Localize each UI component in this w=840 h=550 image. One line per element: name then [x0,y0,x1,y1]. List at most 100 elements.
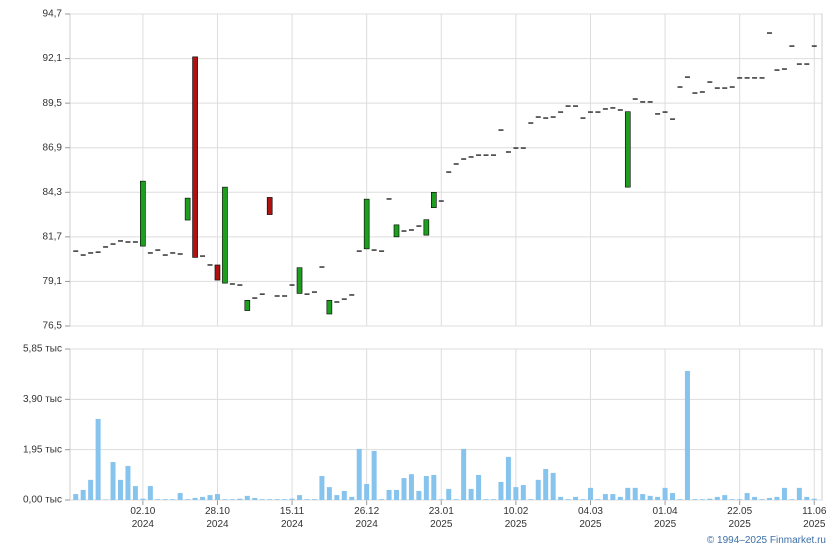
volume-bar [155,499,161,500]
volume-bar [200,496,206,500]
volume-bar [438,499,444,500]
volume-bar [319,475,325,500]
volume-bar [401,478,407,500]
volume-bar [311,499,317,500]
candle [266,197,273,215]
x-tick-label: 28.10 2024 [204,506,230,530]
y-tick-label: 0,00 тыс [23,495,62,506]
x-tick-label: 22.05 2025 [727,506,753,530]
volume-bar [297,495,303,500]
volume-bar [602,494,608,500]
volume-bar [364,483,370,500]
y-tick-label: 5,85 тыс [23,344,62,355]
volume-bar [662,487,668,500]
credit: © 1994–2025 Finmarket.ru [706,535,826,546]
volume-bar [431,474,437,500]
volume-bar [670,493,676,500]
y-tick-label: 3,90 тыс [23,394,62,405]
volume-bar [147,486,153,500]
volume-bar [520,485,526,500]
volume-bar [752,496,758,500]
volume-bar [170,499,176,500]
candle [363,198,370,250]
y-tick-label: 81,7 [43,231,63,242]
volume-bar [640,494,646,500]
candle [431,191,437,209]
volume-bar [386,489,392,500]
x-tick-label: 01.04 2025 [652,506,678,530]
volume-bar [408,474,414,500]
volume-bar [103,499,109,500]
volume-bar [162,499,168,500]
volume-bar [371,450,377,500]
volume-bar [528,499,534,500]
volume-bar [476,474,482,500]
volume-bar [774,496,780,500]
volume-bar [759,499,765,500]
volume-bar [684,370,690,500]
candle [140,180,146,247]
candle [296,267,303,294]
volume-bar [461,448,467,500]
price-frame [69,13,823,327]
x-tick-label: 10.02 2025 [503,506,529,530]
volume-bar [692,499,698,500]
candle [624,111,631,188]
volume-bar [617,496,623,500]
volume-bar [416,490,422,500]
volume-bar [341,490,347,500]
volume-bar [767,497,773,500]
volume-bar [73,494,79,500]
volume-bar [244,495,250,500]
volume-bar [587,487,593,500]
volume-bar [647,495,653,500]
x-tick-label: 26.12 2024 [354,506,380,530]
volume-bar [707,498,713,500]
volume-bar [259,499,265,500]
volume-bar [177,493,183,500]
volume-bar [490,499,496,500]
y-tick-label: 86,9 [43,142,63,153]
volume-bar [334,495,340,500]
volume-bar [565,499,571,500]
volume-bar [446,488,452,500]
volume-bar [237,498,243,500]
volume-bar [505,456,511,500]
volume-bar [468,488,474,500]
volume-bar [282,499,288,500]
volume-bar [655,496,661,500]
volume-bar [423,475,429,500]
volume-bar [192,497,198,500]
y-tick-label: 76,5 [43,321,63,332]
x-tick-label: 02.10 2024 [130,506,156,530]
volume-bar [729,499,735,500]
candle [192,56,198,258]
volume-bar [550,472,556,500]
volume-bar [267,499,273,500]
volume-bar [535,479,541,500]
y-tick-label: 92,1 [43,53,63,64]
volume-bar [80,489,86,500]
volume-bar [88,479,94,500]
y-tick-label: 94,7 [43,9,63,20]
volume-bar [453,499,459,500]
volume-bar [274,499,280,500]
volume-bar [789,499,795,500]
volume-bar [610,494,616,500]
volume-bar [252,497,258,500]
volume-bar [632,487,638,500]
y-tick-label: 89,5 [43,98,63,109]
volume-bar [95,418,101,500]
volume-bar [356,448,362,500]
candle [184,197,191,221]
volume-bar [796,487,802,500]
volume-bar [811,498,817,500]
volume-bar [744,493,750,500]
volume-bar [117,479,123,500]
volume-bar [558,496,564,500]
volume-bar [326,487,332,500]
volume-bar [289,498,295,500]
volume-bar [110,462,116,500]
